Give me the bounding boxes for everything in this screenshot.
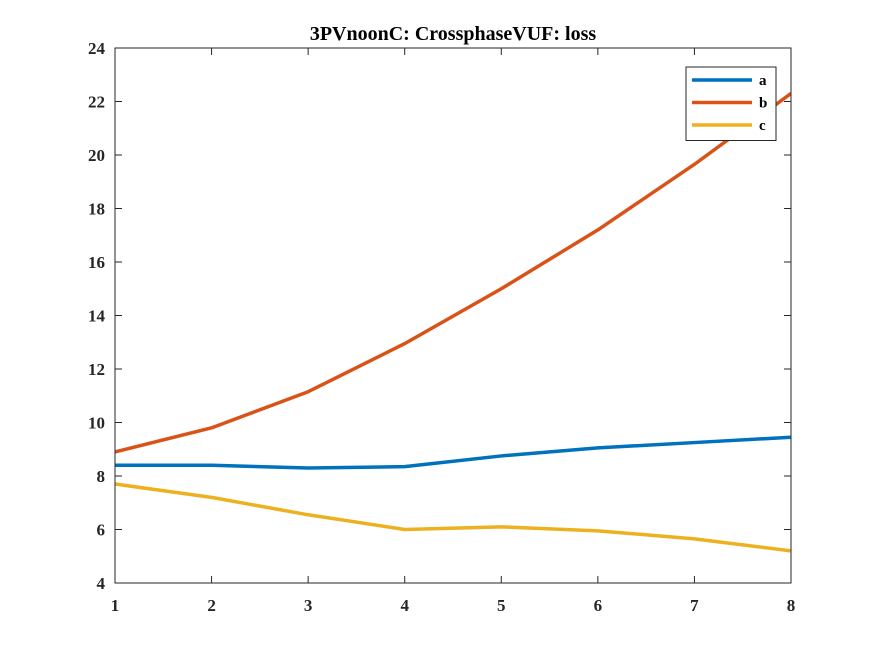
plot-area — [115, 92, 791, 553]
y-tick-label: 10 — [88, 414, 105, 433]
legend: abc — [685, 66, 777, 141]
x-tick-label: 6 — [594, 596, 603, 615]
y-tick-label: 20 — [88, 146, 105, 165]
y-tick-label: 8 — [97, 467, 106, 486]
y-tick-label: 12 — [88, 360, 105, 379]
x-tick-label: 7 — [690, 596, 699, 615]
legend-label-a: a — [759, 73, 767, 89]
legend-label-b: b — [759, 96, 767, 112]
x-tick-label: 8 — [787, 596, 796, 615]
y-tick-label: 22 — [88, 93, 105, 112]
chart-title: 3PVnoonC: CrossphaseVUF: loss — [310, 23, 597, 45]
x-tick-label: 3 — [304, 596, 313, 615]
series-line-b — [115, 92, 791, 454]
x-tick-label: 4 — [400, 596, 409, 615]
x-tick-label: 2 — [207, 596, 216, 615]
legend-label-c: c — [759, 118, 766, 134]
x-tick-label: 5 — [497, 596, 506, 615]
x-tick-label: 1 — [111, 596, 120, 615]
y-tick-label: 16 — [88, 253, 105, 272]
series-line-c — [115, 482, 791, 553]
y-tick-label: 6 — [97, 521, 106, 540]
y-tick-label: 4 — [97, 574, 106, 593]
y-tick-label: 18 — [88, 200, 105, 219]
y-tick-label: 14 — [88, 307, 106, 326]
series-line-a — [115, 435, 791, 470]
y-tick-label: 24 — [88, 39, 106, 58]
